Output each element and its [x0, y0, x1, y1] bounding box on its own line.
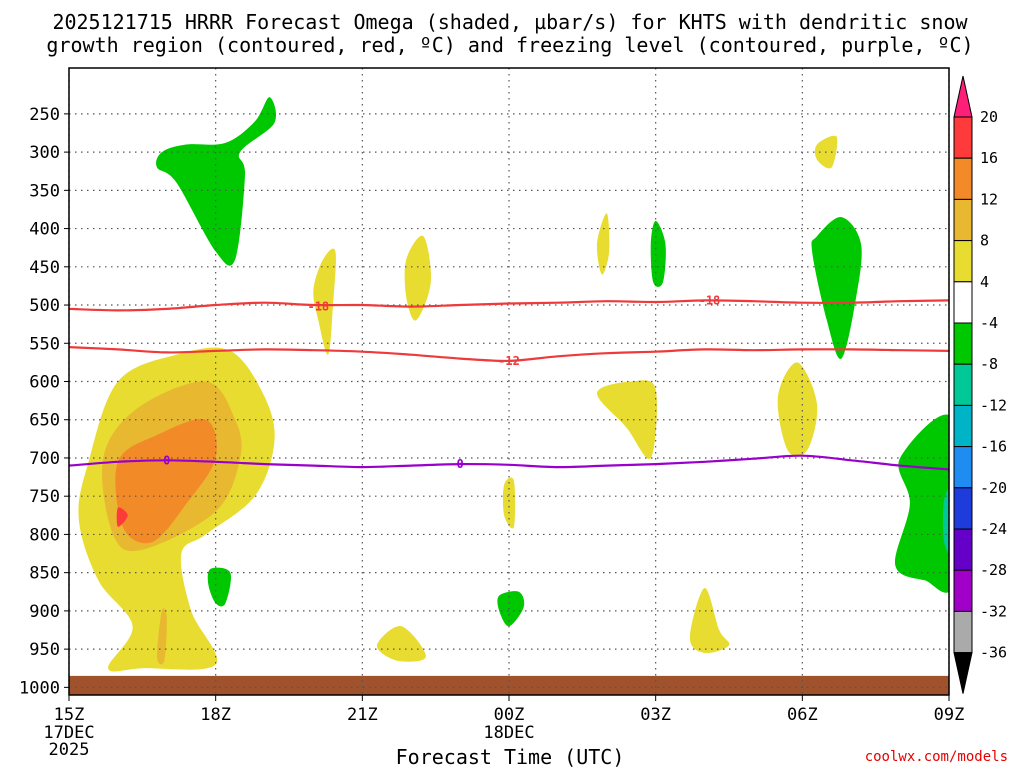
colorbar-bin-2	[953, 198, 973, 242]
omega-region-6	[497, 591, 525, 627]
colorbar-under-triangle	[953, 652, 973, 694]
omega-region-14	[596, 213, 610, 275]
x-axis-label: Forecast Time (UTC)	[396, 745, 625, 768]
colorbar-label-1: 16	[980, 149, 998, 167]
omega-region-4	[942, 487, 949, 555]
omega-region-9	[115, 418, 217, 544]
y-tick-label-350: 350	[29, 181, 60, 201]
x-tick-date-00Z: 18DEC	[483, 723, 534, 743]
omega-region-5	[207, 567, 231, 607]
x-tick-label-03Z: 03Z	[640, 705, 671, 725]
omega-region-0	[156, 97, 277, 266]
chart-title-line2: growth region (contoured, red, ºC) and f…	[46, 33, 973, 57]
contour-label-4: 0	[456, 457, 463, 471]
y-tick-label-800: 800	[29, 525, 60, 545]
omega-region-18	[502, 477, 516, 529]
y-tick-label-1000: 1000	[19, 678, 60, 698]
y-tick-label-950: 950	[29, 640, 60, 660]
y-tick-label-900: 900	[29, 602, 60, 622]
omega-region-16	[777, 362, 818, 457]
y-tick-label-700: 700	[29, 449, 60, 469]
colorbar-bin-1	[953, 157, 973, 200]
x-tick-date-15Z: 17DEC	[43, 723, 94, 743]
omega-shading	[78, 97, 949, 672]
x-tick-label-21Z: 21Z	[347, 705, 378, 725]
omega-region-12	[313, 248, 336, 355]
contour-line--12	[69, 346, 949, 363]
colorbar-label-8: -16	[980, 438, 1007, 456]
omega-region-3	[895, 414, 949, 593]
colorbar-label-13: -36	[980, 644, 1007, 662]
colorbar-label-6: -8	[980, 355, 998, 373]
y-tick-label-400: 400	[29, 220, 60, 240]
colorbar-label-9: -20	[980, 479, 1007, 497]
omega-region-1	[811, 217, 862, 359]
colorbar-label-12: -32	[980, 602, 1007, 620]
colorbar-label-10: -24	[980, 520, 1007, 538]
colorbar-label-0: 20	[980, 108, 998, 126]
y-tick-label-850: 850	[29, 564, 60, 584]
credit-text: coolwx.com/models	[865, 749, 1008, 765]
x-tick-year-15Z: 2025	[49, 740, 90, 760]
y-tick-label-750: 750	[29, 487, 60, 507]
colorbar-label-7: -12	[980, 396, 1007, 414]
colorbar-label-2: 12	[980, 190, 998, 208]
colorbar-label-3: 8	[980, 232, 989, 250]
omega-region-11	[156, 608, 167, 665]
x-tick-label-00Z: 00Z	[494, 705, 525, 725]
contour-line--18	[69, 299, 949, 312]
contour-label-1: -18	[699, 293, 721, 307]
y-tick-label-500: 500	[29, 296, 60, 316]
colorbar-over-triangle	[953, 75, 973, 118]
colorbar-bin-8	[953, 446, 973, 489]
x-tick-label-15Z: 15Z	[54, 705, 85, 725]
ground-layer	[69, 675, 949, 695]
contour-label-2: -12	[498, 354, 520, 368]
contour-label-0: -18	[307, 300, 329, 314]
omega-region-20	[689, 587, 730, 654]
contour-label-3: 0	[163, 453, 170, 467]
omega-region-19	[376, 626, 426, 662]
contour-labels: -18 -18 -12 0 0	[163, 293, 720, 471]
colorbar-bin-10	[953, 528, 973, 571]
omega-region-2	[650, 220, 666, 287]
y-tick-label-600: 600	[29, 373, 60, 393]
colorbar-bin-7	[953, 404, 973, 448]
colorbar-bin-9	[953, 487, 973, 530]
y-tick-label-300: 300	[29, 143, 60, 163]
plot-area: -18 -18 -12 0 0	[68, 67, 950, 696]
chart-title-line1: 2025121715 HRRR Forecast Omega (shaded, …	[52, 10, 968, 34]
contour-line-0	[69, 454, 949, 471]
colorbar-label-4: 4	[980, 273, 989, 291]
colorbar-bin-11	[953, 569, 973, 612]
omega-region-15	[596, 380, 657, 459]
colorbar-bin-5	[953, 322, 973, 365]
x-tick-label-18Z: 18Z	[200, 705, 231, 725]
colorbar-label-11: -28	[980, 561, 1007, 579]
y-tick-label-550: 550	[29, 334, 60, 354]
omega-region-13	[404, 235, 431, 321]
colorbar-bin-3	[953, 240, 973, 283]
y-tick-label-450: 450	[29, 258, 60, 278]
x-tick-label-09Z: 09Z	[934, 705, 965, 725]
y-axis: 250 300 350 400 450 500 550 600 650 700 750 800 850 9…	[19, 105, 69, 698]
y-tick-label-250: 250	[29, 105, 60, 125]
ground-rect	[69, 675, 949, 695]
x-tick-label-06Z: 06Z	[787, 705, 818, 725]
colorbar: 20 16 12 8 4 -4 -8 -12 -16 -20 -24 -28 -32 -36	[953, 75, 1007, 694]
temperature-contours	[69, 299, 949, 471]
colorbar-bin-6	[953, 363, 973, 406]
colorbar-label-5: -4	[980, 314, 998, 332]
colorbar-bin-12	[953, 610, 973, 654]
colorbar-bin-4	[953, 281, 973, 324]
colorbar-bin-0	[953, 116, 973, 159]
y-tick-label-650: 650	[29, 411, 60, 431]
omega-region-10	[116, 507, 128, 527]
